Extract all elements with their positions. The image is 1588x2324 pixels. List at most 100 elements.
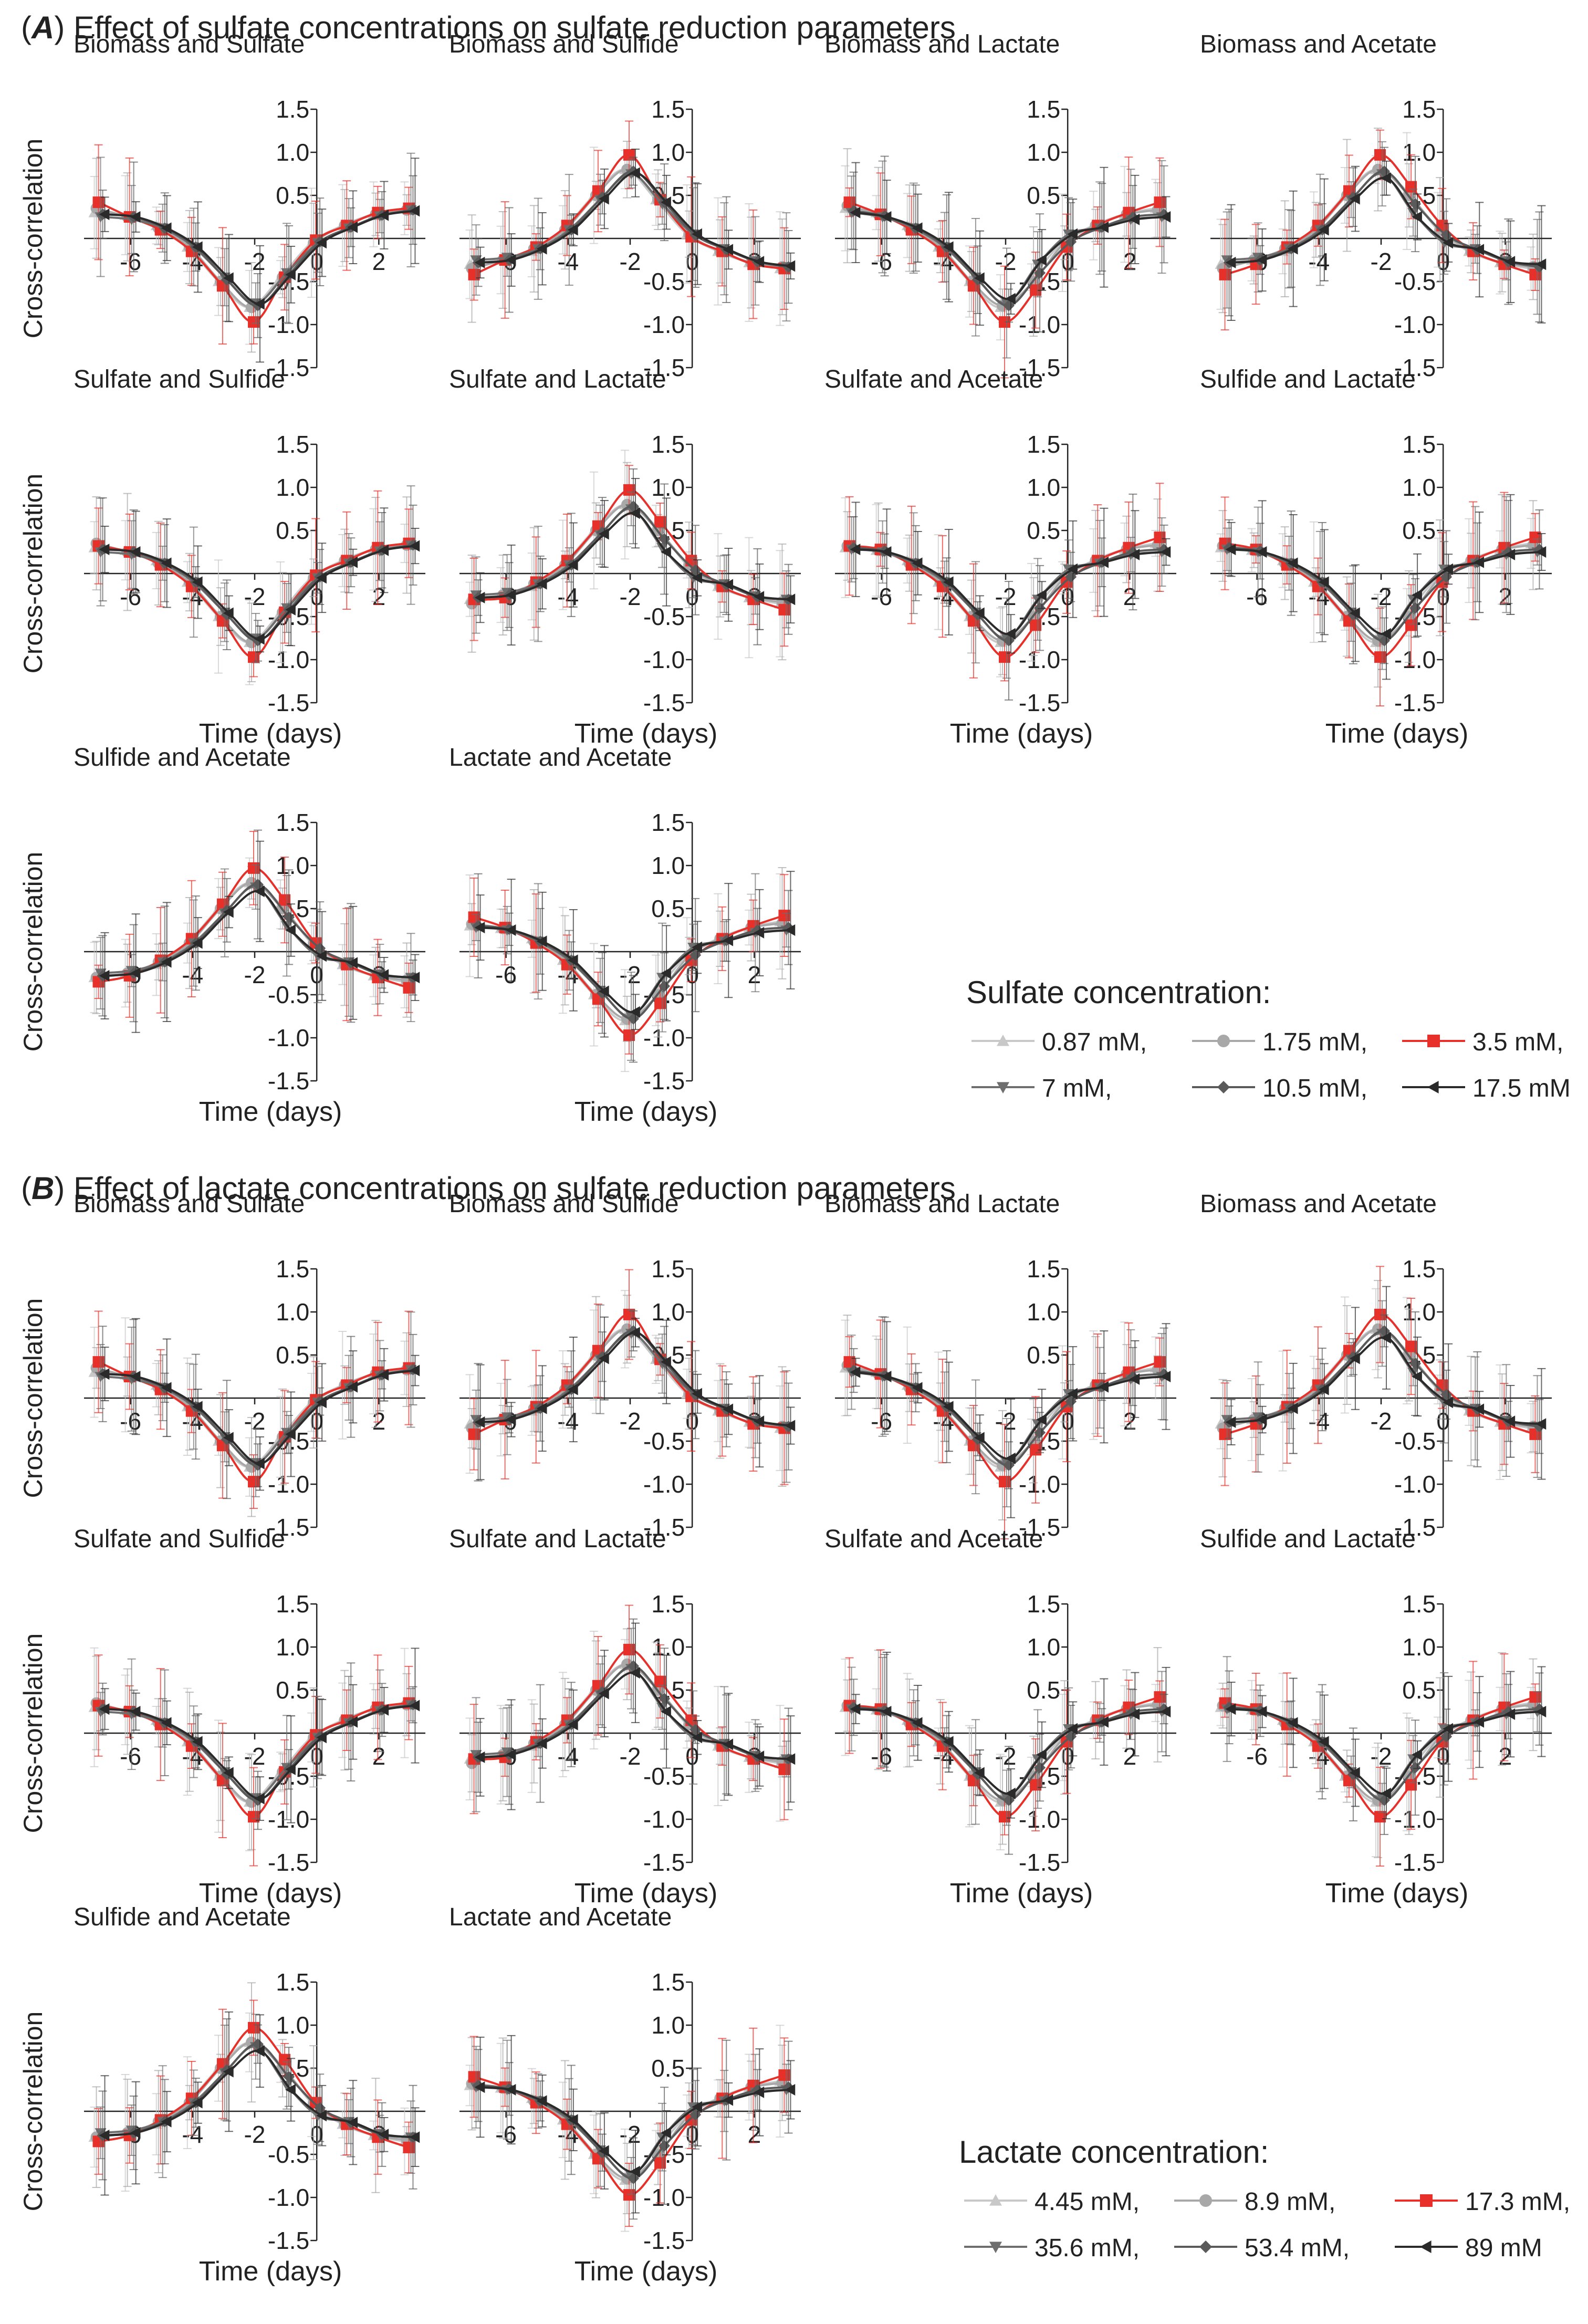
x-tick-label: 2 xyxy=(372,248,386,275)
y-tick-label: 1.5 xyxy=(276,809,309,836)
legend-marker xyxy=(1217,1035,1230,1047)
y-tick-label: -1.5 xyxy=(1019,689,1060,716)
series-3 xyxy=(95,486,417,663)
panel-b-biomass-and-lactate: Biomass and Lactate1.51.00.5-0.5-1.0-1.5… xyxy=(824,1190,1176,1541)
legend-label: 3.5 mM, xyxy=(1472,1028,1563,1056)
x-tick-label: -4 xyxy=(557,1743,579,1770)
panel-b-biomass-and-sulfate: Biomass and Sulfate1.51.00.5-0.5-1.0-1.5… xyxy=(18,1190,425,1541)
x-tick-label: -2 xyxy=(995,1408,1017,1435)
y-tick-label: 1.0 xyxy=(1027,1298,1060,1326)
series-5 xyxy=(99,508,420,652)
y-tick-label: 0.5 xyxy=(1027,1341,1060,1369)
y-axis-label: Cross-correlation xyxy=(18,1633,48,1833)
y-tick-label: -1.0 xyxy=(643,1806,685,1833)
y-tick-label: -1.5 xyxy=(1019,1849,1060,1876)
x-tick-label: -4 xyxy=(182,961,203,988)
y-tick-label: -1.0 xyxy=(643,311,685,338)
x-tick-label: -2 xyxy=(244,248,266,275)
x-tick-label: 0 xyxy=(310,961,323,988)
x-axis-label: Time (days) xyxy=(199,1097,342,1127)
y-axis-label: Cross-correlation xyxy=(18,1298,48,1498)
x-tick-label: -6 xyxy=(120,1743,141,1770)
y-tick-label: -0.5 xyxy=(1394,1427,1436,1455)
y-tick-label: 1.5 xyxy=(276,96,309,123)
y-tick-label: 1.5 xyxy=(276,431,309,458)
legend-item: 10.5 mM, xyxy=(1192,1075,1367,1102)
section-a: Biomass and Sulfate1.51.00.5-0.5-1.0-1.5… xyxy=(18,30,1571,1127)
legend-item: 3.5 mM, xyxy=(1402,1028,1563,1056)
x-tick-label: -6 xyxy=(120,583,141,610)
series-4 xyxy=(97,498,419,661)
panel-a-biomass-and-sulfate: Biomass and Sulfate1.51.00.5-0.5-1.0-1.5… xyxy=(18,30,425,381)
legend-label: 1.75 mM, xyxy=(1262,1028,1367,1056)
x-tick-label: -2 xyxy=(244,1743,266,1770)
series-4 xyxy=(473,158,795,312)
y-tick-label: -1.0 xyxy=(268,1471,309,1498)
legend-label: 7 mM, xyxy=(1042,1075,1112,1102)
y-tick-label: 1.5 xyxy=(651,809,685,836)
y-tick-label: 1.0 xyxy=(1027,474,1060,501)
legend-label: 0.87 mM, xyxy=(1042,1028,1147,1056)
y-tick-label: 1.0 xyxy=(276,1633,309,1661)
panel-a-sulfide-and-lactate: Sulfide and Lactate1.51.00.5-0.5-1.0-1.5… xyxy=(1200,366,1552,749)
legend-label: 17.5 mM xyxy=(1472,1075,1571,1102)
panel-a-lactate-and-acetate: Lactate and Acetate1.51.00.5-0.5-1.0-1.5… xyxy=(449,744,801,1127)
x-axis-label: Time (days) xyxy=(574,1097,718,1127)
y-tick-label: 0.5 xyxy=(276,1676,309,1704)
y-tick-label: -0.5 xyxy=(1394,268,1436,295)
series-4 xyxy=(1224,501,1545,664)
panel-a-sulfate-and-acetate: Sulfate and Acetate1.51.00.5-0.5-1.0-1.5… xyxy=(824,366,1176,749)
x-tick-label: -2 xyxy=(620,1408,641,1435)
y-tick-label: 1.5 xyxy=(1402,96,1436,123)
section-a-letter: A xyxy=(32,10,54,45)
series-3 xyxy=(471,160,792,321)
x-tick-label: -2 xyxy=(244,583,266,610)
panel-a-biomass-and-sulfide: Biomass and Sulfide1.51.00.5-0.5-1.0-1.5… xyxy=(449,30,801,381)
x-tick-label: 0 xyxy=(1436,1408,1450,1435)
panel-b-biomass-and-acetate: Biomass and Acetate1.51.00.5-0.5-1.0-1.5… xyxy=(1200,1190,1552,1541)
y-tick-label: -1.0 xyxy=(1394,311,1436,338)
section-a-title: (A) Effect of sulfate concentrations on … xyxy=(21,9,956,46)
y-tick-label: -0.5 xyxy=(643,603,685,630)
x-tick-label: 0 xyxy=(685,1408,699,1435)
y-tick-label: -1.0 xyxy=(1394,1471,1436,1498)
y-tick-label: 1.0 xyxy=(276,1298,309,1326)
y-tick-label: 1.5 xyxy=(276,1590,309,1618)
y-tick-label: 0.5 xyxy=(276,517,309,544)
x-tick-label: -4 xyxy=(1308,248,1330,275)
section-a-title-text: Effect of sulfate concentrations on sulf… xyxy=(74,10,956,45)
x-tick-label: 2 xyxy=(372,1743,386,1770)
y-tick-label: -0.5 xyxy=(643,1763,685,1790)
panel-title: Sulfate and Sulfide xyxy=(74,366,285,393)
y-axis-label: Cross-correlation xyxy=(18,474,48,674)
series-2 xyxy=(468,121,790,319)
y-tick-label: 1.0 xyxy=(651,852,685,879)
y-tick-label: 1.5 xyxy=(651,96,685,123)
x-tick-label: 2 xyxy=(1499,583,1512,610)
x-tick-label: 2 xyxy=(748,961,761,988)
y-tick-label: 0.5 xyxy=(276,182,309,209)
legend-marker xyxy=(1217,1081,1230,1093)
y-tick-label: -1.5 xyxy=(268,1849,309,1876)
legend-item: 0.87 mM, xyxy=(971,1028,1147,1056)
series-2 xyxy=(1219,130,1541,330)
series-4 xyxy=(848,156,1170,331)
series-1 xyxy=(466,141,788,322)
y-tick-label: -1.0 xyxy=(643,646,685,673)
series-3 xyxy=(846,161,1168,358)
y-tick-label: 0.5 xyxy=(1027,1676,1060,1704)
legend-item: 1.75 mM, xyxy=(1192,1028,1367,1056)
legend-marker xyxy=(1427,1035,1440,1047)
y-tick-label: -1.5 xyxy=(643,689,685,716)
section-b: Biomass and Sulfate1.51.00.5-0.5-1.0-1.5… xyxy=(18,1190,1570,2287)
y-tick-label: 1.5 xyxy=(1027,431,1060,458)
y-tick-label: 1.5 xyxy=(1027,1255,1060,1283)
x-tick-label: -2 xyxy=(1371,1408,1392,1435)
y-tick-label: 0.5 xyxy=(1027,517,1060,544)
y-tick-label: -1.5 xyxy=(268,689,309,716)
panel-a-sulfate-and-sulfide: Sulfate and Sulfide1.51.00.5-0.5-1.0-1.5… xyxy=(18,366,425,749)
y-tick-label: 0.5 xyxy=(651,895,685,922)
x-tick-label: 2 xyxy=(372,1408,386,1435)
y-tick-label: -1.5 xyxy=(643,1849,685,1876)
